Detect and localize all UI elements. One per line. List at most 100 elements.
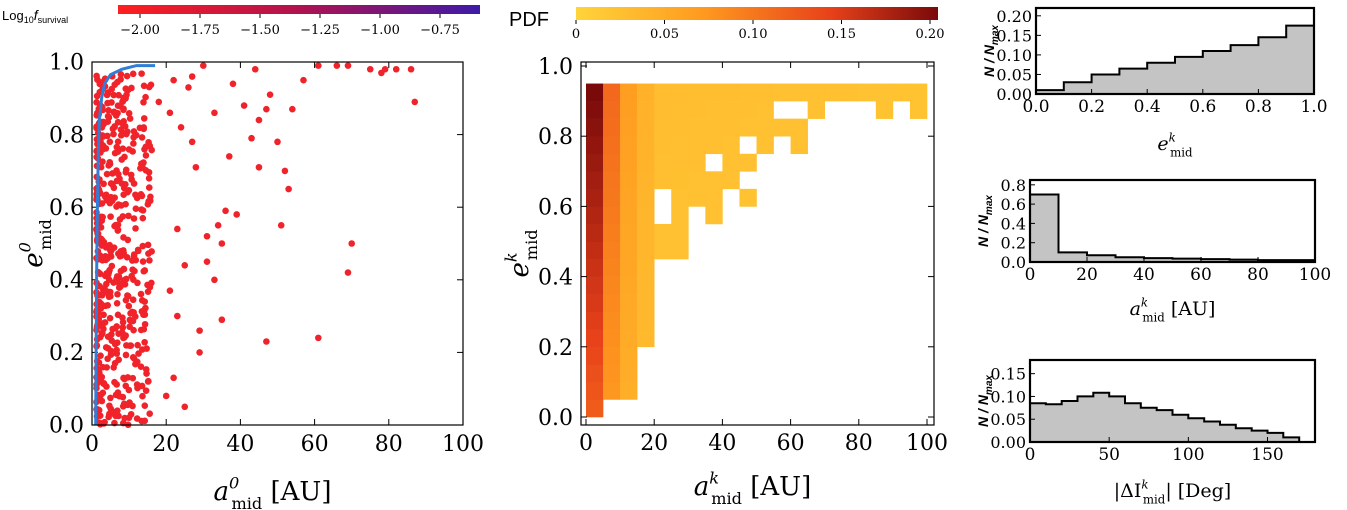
x-tick-label: 20 [152,432,180,457]
x-axis-label-sub: mid [1170,146,1193,160]
heatmap-cell [705,118,723,137]
x-axis-label-main: |ΔI [1114,480,1142,502]
scatter-point [119,402,127,410]
x-tick-label: 0 [85,432,99,457]
x-tick-label: 40 [226,432,254,457]
x-tick-label: 60 [1190,265,1212,285]
scatter-point [140,325,148,333]
scatter-point [129,266,136,273]
scatter-point [110,184,118,192]
y-axis-label-sub: mid [522,229,541,260]
heatmap-cell [603,241,621,260]
y-axis-label: N / Nmax [981,25,1001,77]
scatter-point [98,320,105,327]
scatter-point [139,214,147,222]
heatmap-cell [586,188,604,207]
scatter-point [119,98,127,105]
scatter-point [129,374,137,382]
heatmap-cell [637,171,655,190]
heatmap-cell [671,101,689,119]
scatter-point [100,311,107,319]
scatter-point [110,279,117,286]
scatter-point [266,91,274,98]
heatmap-cell [756,83,774,102]
x-tick-label: 0.0 [1022,97,1049,117]
scatter-point [119,324,127,331]
scatter-point [144,201,152,208]
y-axis-label: e0 mid [15,219,55,268]
y-axis-label-main: N / N [981,44,997,77]
heatmap-cell [620,259,638,277]
heatmap-cell [603,364,621,383]
scatter-point [222,207,229,215]
scatter-point [130,215,138,222]
scatter-point [133,381,141,388]
x-tick-label: 80 [1247,265,1269,285]
heatmap-cell [586,259,604,277]
scatter-point [115,91,122,99]
scatter-point [315,62,322,69]
scatter-point [132,225,139,232]
scatter-point [134,279,141,287]
y-tick-label: 0.10 [996,46,1032,65]
heatmap-cell [688,136,706,155]
y-axis-label-main: N / N [975,214,991,247]
heatmap-cell [739,188,757,207]
scatter-point [120,234,127,241]
heatmap-cell [705,206,723,225]
colorbar-left: Log10fsurvival −2.00 −1.75 −1.50 −1.25 −1.00… [2,5,480,38]
x-tick-label: 0 [579,431,593,456]
scatter-point [130,133,137,141]
heatmap-cell [824,83,843,102]
scatter-point [141,298,148,305]
scatter-point [218,316,226,324]
colorbar-mid-tick-label: 0 [572,27,580,42]
heatmap-cell [892,83,911,102]
scatter-point [95,395,103,402]
heatmap-cell [586,118,604,137]
scatter-point [129,317,137,325]
scatter-point [106,266,113,274]
scatter-point [98,331,106,338]
scatter-point [141,320,149,328]
scatter-point [315,334,322,342]
y-tick-label: 0.20 [996,7,1032,26]
heatmap-cell [620,311,638,330]
x-axis-label: ek mid [1157,130,1193,159]
scatter-point [155,98,163,106]
scatter-point [111,378,118,386]
x-tick-label: 100 [442,432,484,457]
heatmap-cell [586,101,604,119]
y-tick-label: 0.6 [538,195,573,220]
heatmap-cell [705,101,723,119]
heatmap-cell [875,83,894,102]
heatmap-cell [739,101,757,119]
scatter-point [121,122,129,130]
heatmap-cell [654,118,672,137]
heatmap-cell [637,206,655,225]
scatter-point [196,327,203,334]
scatter-point [214,222,222,229]
x-tick-label: 0.6 [1189,97,1216,117]
scatter-point [366,65,374,73]
scatter-point [124,374,132,381]
heatmap-cell [637,276,655,295]
heatmap-cell [603,171,621,190]
scatter-point [145,139,152,146]
heatmap-cell [620,241,638,260]
heatmap-cell [756,136,774,155]
heatmap-cell [909,83,928,102]
heatmap-cell [586,329,604,348]
y-axis-label: N / Nmax [975,195,995,247]
scatter-point [126,115,134,122]
scatter-point [122,181,129,188]
y-axis-label-main: N / N [975,394,991,427]
heatmap-cell [586,153,604,172]
hist-sma-panel: 0 20 40 60 80 100 0.00.20.40.60.8 ak mid [AU] N /… [975,176,1331,325]
heatmap-cell [637,259,655,277]
scatter-point [145,184,153,191]
scatter-point [170,374,177,382]
scatter-point [188,138,196,146]
heatmap-cell [671,241,689,260]
